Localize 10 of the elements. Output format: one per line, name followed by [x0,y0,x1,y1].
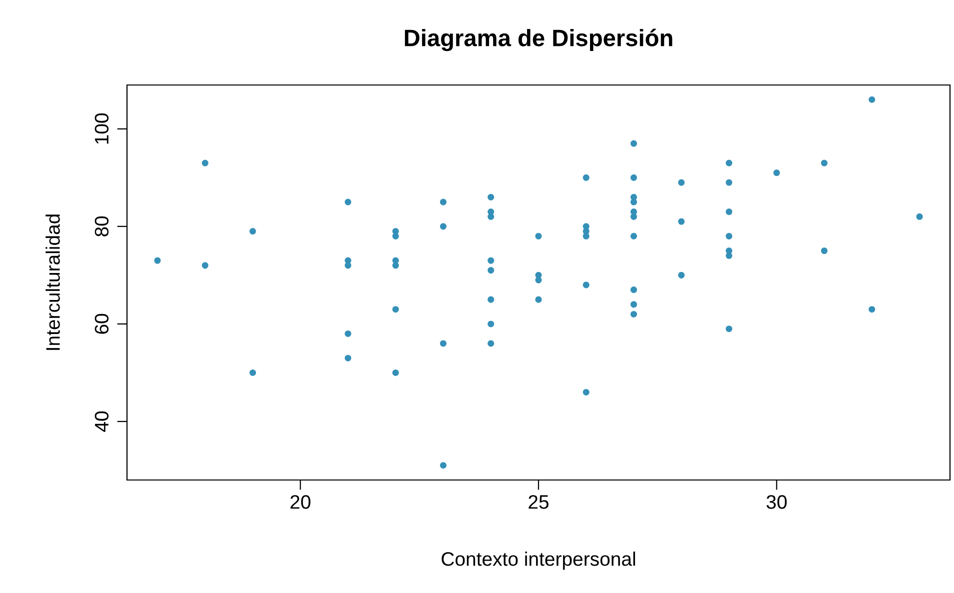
y-tick-label: 40 [94,411,109,432]
chart-title: Diagrama de Dispersión [404,28,672,52]
y-tick-label: 60 [94,314,109,334]
x-axis-title: Contexto interpersonal [442,552,636,570]
x-tick-label: 20 [290,495,310,509]
x-tick-label: 25 [528,495,548,509]
x-tick-label: 30 [766,495,787,509]
y-tick-label: 80 [94,216,109,236]
y-tick-label: 100 [94,113,109,144]
y-axis-title: Interculturalidad [46,214,60,350]
